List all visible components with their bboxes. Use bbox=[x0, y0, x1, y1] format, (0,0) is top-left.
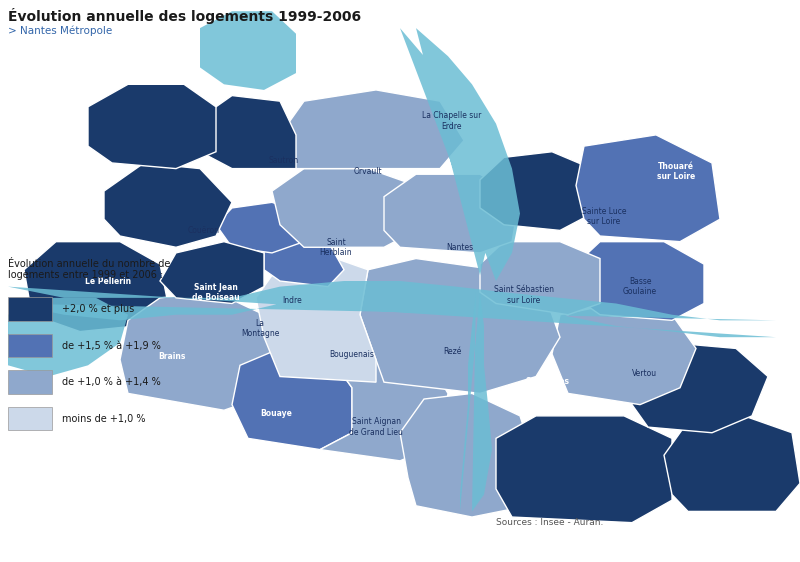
Polygon shape bbox=[400, 393, 536, 517]
Text: Orvault: Orvault bbox=[354, 167, 382, 176]
Text: Basse
Goulaine: Basse Goulaine bbox=[623, 277, 657, 296]
Text: Saint Léger
les Vignes: Saint Léger les Vignes bbox=[143, 431, 193, 451]
Polygon shape bbox=[480, 242, 600, 315]
Polygon shape bbox=[576, 135, 720, 242]
Text: Vertou: Vertou bbox=[631, 369, 657, 378]
Polygon shape bbox=[400, 28, 520, 281]
Text: Mauves
sur Loire: Mauves sur Loire bbox=[705, 89, 743, 108]
Text: moins de +1,0 %: moins de +1,0 % bbox=[62, 414, 145, 424]
Text: Saint Sébastien
sur Loire: Saint Sébastien sur Loire bbox=[494, 285, 554, 305]
Polygon shape bbox=[272, 169, 416, 247]
Text: de +1,0 % à +1,4 %: de +1,0 % à +1,4 % bbox=[62, 377, 160, 387]
Text: Sainte Luce
sur Loire: Sainte Luce sur Loire bbox=[582, 207, 626, 226]
Text: Évolution annuelle du nombre de
logements entre 1999 et 2006 :: Évolution annuelle du nombre de logement… bbox=[8, 259, 170, 280]
Polygon shape bbox=[576, 242, 704, 320]
Text: Carquefou: Carquefou bbox=[558, 94, 602, 103]
Text: La
Montagne: La Montagne bbox=[241, 319, 279, 338]
Polygon shape bbox=[664, 416, 800, 511]
Text: Thouaré
sur Loire: Thouaré sur Loire bbox=[657, 162, 695, 181]
Text: de +1,5 % à +1,9 %: de +1,5 % à +1,9 % bbox=[62, 341, 161, 351]
Polygon shape bbox=[460, 292, 492, 511]
Polygon shape bbox=[320, 343, 448, 461]
Text: Nantes: Nantes bbox=[446, 243, 474, 252]
Polygon shape bbox=[8, 298, 128, 377]
Polygon shape bbox=[264, 236, 344, 287]
Text: Les
Sorinières: Les Sorinières bbox=[526, 367, 570, 386]
Polygon shape bbox=[200, 11, 296, 90]
Polygon shape bbox=[256, 253, 376, 382]
Polygon shape bbox=[360, 259, 560, 393]
Text: +2,0 % et plus: +2,0 % et plus bbox=[62, 304, 134, 314]
Polygon shape bbox=[120, 292, 288, 410]
Polygon shape bbox=[552, 303, 696, 405]
Polygon shape bbox=[88, 84, 216, 169]
Text: Couëron: Couëron bbox=[188, 226, 220, 235]
Text: > Nantes Métropole: > Nantes Métropole bbox=[8, 25, 112, 36]
Polygon shape bbox=[480, 152, 592, 230]
Text: Saint Aignan
de Grand Lieu: Saint Aignan de Grand Lieu bbox=[349, 418, 403, 437]
Text: Saint
Herblain: Saint Herblain bbox=[320, 238, 352, 257]
Polygon shape bbox=[160, 242, 264, 303]
Polygon shape bbox=[232, 348, 352, 450]
Text: Le Pellerin: Le Pellerin bbox=[85, 277, 131, 285]
Polygon shape bbox=[24, 242, 168, 332]
FancyBboxPatch shape bbox=[8, 297, 52, 321]
Polygon shape bbox=[104, 163, 232, 247]
Polygon shape bbox=[200, 96, 296, 169]
Text: Brains: Brains bbox=[158, 352, 186, 361]
Text: Bouaye: Bouaye bbox=[260, 409, 292, 418]
Text: Évolution annuelle des logements 1999-2006: Évolution annuelle des logements 1999-20… bbox=[8, 8, 361, 24]
Text: Indre: Indre bbox=[282, 296, 302, 305]
Polygon shape bbox=[632, 343, 768, 433]
Text: Bouguenais: Bouguenais bbox=[330, 350, 374, 359]
Polygon shape bbox=[8, 281, 776, 337]
Text: Sautron: Sautron bbox=[269, 156, 299, 165]
Polygon shape bbox=[384, 174, 520, 253]
Text: La Chapelle sur
Erdre: La Chapelle sur Erdre bbox=[422, 111, 482, 130]
FancyBboxPatch shape bbox=[8, 407, 52, 430]
Polygon shape bbox=[216, 202, 304, 253]
Text: Saint Jean
de Boiseau: Saint Jean de Boiseau bbox=[192, 283, 240, 302]
FancyBboxPatch shape bbox=[8, 334, 52, 357]
Text: Sources : Insee - Auran.: Sources : Insee - Auran. bbox=[496, 518, 603, 527]
Text: Rezé: Rezé bbox=[443, 347, 461, 356]
Polygon shape bbox=[496, 416, 672, 523]
FancyBboxPatch shape bbox=[8, 370, 52, 394]
Polygon shape bbox=[280, 90, 464, 169]
